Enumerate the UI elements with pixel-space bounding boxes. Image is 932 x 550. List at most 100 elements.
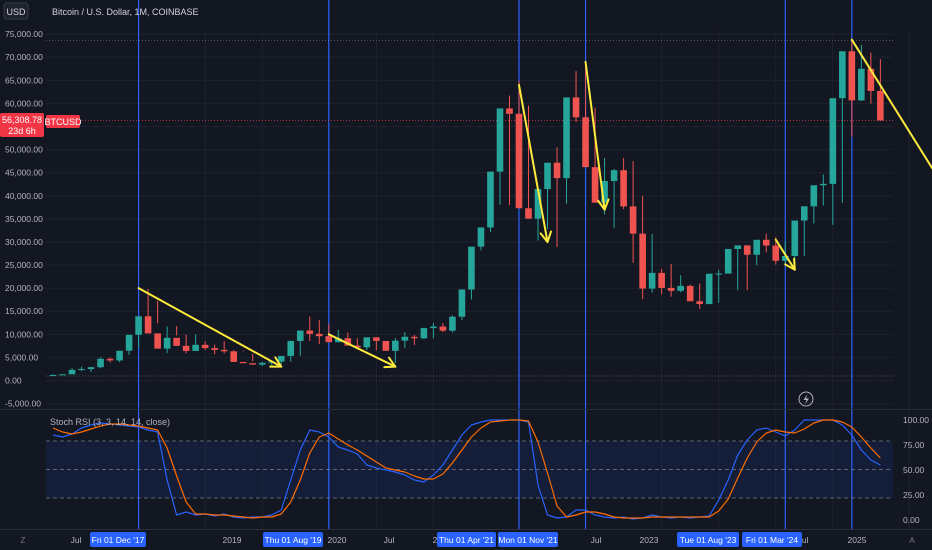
- candle-body[interactable]: [173, 337, 180, 346]
- candle-body[interactable]: [563, 97, 570, 179]
- candle-body[interactable]: [230, 351, 237, 362]
- candle-body[interactable]: [487, 171, 494, 228]
- candle-body[interactable]: [201, 344, 209, 349]
- candle-body[interactable]: [791, 220, 799, 256]
- candle-body[interactable]: [87, 367, 95, 370]
- candle-body[interactable]: [363, 337, 371, 348]
- candle-body[interactable]: [848, 51, 856, 101]
- candle-body[interactable]: [344, 338, 352, 346]
- candle-body[interactable]: [78, 369, 85, 371]
- candle-body[interactable]: [439, 326, 447, 331]
- candle-body[interactable]: [335, 338, 342, 343]
- candle-body[interactable]: [705, 273, 713, 305]
- candle-body[interactable]: [392, 340, 399, 351]
- candle-body[interactable]: [296, 330, 304, 341]
- candle-body[interactable]: [820, 183, 827, 186]
- candle-body[interactable]: [867, 68, 875, 91]
- candle-body[interactable]: [658, 272, 665, 288]
- candle-body[interactable]: [49, 374, 57, 376]
- stoch-rsi-lines[interactable]: [52, 419, 881, 520]
- currency-button[interactable]: [3, 2, 29, 20]
- trend-arrow-line[interactable]: [327, 333, 397, 368]
- candle-body[interactable]: [135, 316, 142, 335]
- candle-body[interactable]: [686, 285, 694, 302]
- candle-body[interactable]: [582, 117, 589, 168]
- candle-body[interactable]: [572, 97, 580, 118]
- trend-arrow-line[interactable]: [584, 60, 606, 211]
- stoch-rsi-axis[interactable]: 100.00 75.00 50.00 25.00 0.00: [903, 415, 929, 525]
- candle-body[interactable]: [829, 98, 837, 184]
- candle-body[interactable]: [154, 333, 161, 349]
- candle-body[interactable]: [810, 185, 818, 207]
- candle-body[interactable]: [800, 206, 808, 221]
- candle-body[interactable]: [610, 170, 618, 182]
- candle-body[interactable]: [525, 208, 532, 219]
- candle-body[interactable]: [373, 337, 380, 341]
- candle-body[interactable]: [68, 369, 76, 375]
- trend-arrow-line[interactable]: [850, 38, 932, 238]
- candle-body[interactable]: [858, 68, 865, 101]
- candle-body[interactable]: [458, 289, 466, 317]
- candle-body[interactable]: [182, 345, 190, 351]
- stoch-rsi-k-line[interactable]: [52, 419, 881, 520]
- candle-body[interactable]: [496, 108, 504, 172]
- trend-arrow-line[interactable]: [137, 287, 283, 368]
- price-axis[interactable]: 75,000.0070,000.0065,000.0060,000.0055,0…: [5, 29, 43, 408]
- candle-body[interactable]: [411, 336, 418, 339]
- candle-body[interactable]: [677, 285, 684, 291]
- trend-arrow-line[interactable]: [517, 83, 549, 243]
- candle-body[interactable]: [287, 340, 295, 356]
- candle-body[interactable]: [620, 170, 627, 207]
- candle-body[interactable]: [667, 287, 675, 291]
- candle-body[interactable]: [306, 330, 314, 334]
- candle-body[interactable]: [648, 272, 656, 289]
- candle-body[interactable]: [382, 340, 390, 351]
- candle-body[interactable]: [106, 358, 114, 361]
- time-axis[interactable]: Jul20192020JulJul2023JulJul20252Fri 01 D…: [71, 532, 867, 547]
- candle-body[interactable]: [781, 255, 789, 261]
- candle-body[interactable]: [449, 316, 456, 331]
- candle-body[interactable]: [258, 362, 266, 365]
- trend-arrow-line[interactable]: [774, 238, 796, 271]
- candle-body[interactable]: [420, 328, 428, 339]
- candle-body[interactable]: [601, 181, 608, 203]
- stoch-rsi-d-line[interactable]: [52, 419, 881, 519]
- candle-body[interactable]: [743, 245, 751, 255]
- candle-body[interactable]: [534, 189, 542, 219]
- candle-body[interactable]: [315, 333, 323, 337]
- candle-body[interactable]: [734, 245, 742, 249]
- candle-body[interactable]: [249, 363, 257, 365]
- candle-body[interactable]: [144, 316, 152, 334]
- candle-body[interactable]: [430, 326, 437, 329]
- candle-body[interactable]: [125, 334, 133, 351]
- candle-body[interactable]: [239, 361, 247, 364]
- candle-body[interactable]: [163, 337, 171, 349]
- candle-body[interactable]: [639, 233, 646, 289]
- candle-body[interactable]: [277, 355, 285, 362]
- candle-body[interactable]: [468, 246, 475, 290]
- candle-body[interactable]: [220, 349, 228, 352]
- candle-body[interactable]: [629, 206, 637, 234]
- candle-body[interactable]: [762, 239, 770, 246]
- candlestick-series[interactable]: [49, 39, 884, 376]
- candle-body[interactable]: [772, 245, 780, 261]
- candle-body[interactable]: [839, 51, 846, 99]
- candle-body[interactable]: [506, 108, 513, 114]
- candle-body[interactable]: [553, 162, 561, 179]
- candle-body[interactable]: [401, 336, 409, 341]
- candle-body[interactable]: [544, 162, 551, 190]
- candle-body[interactable]: [97, 358, 104, 368]
- candle-body[interactable]: [753, 239, 761, 255]
- candle-body[interactable]: [325, 336, 333, 343]
- candle-body[interactable]: [591, 167, 599, 203]
- candle-body[interactable]: [715, 273, 722, 275]
- candle-body[interactable]: [724, 248, 732, 274]
- candle-body[interactable]: [59, 374, 66, 376]
- lightning-icon[interactable]: [798, 391, 814, 407]
- trend-arrows[interactable]: [137, 38, 932, 369]
- candle-body[interactable]: [696, 301, 703, 305]
- candle-body[interactable]: [877, 90, 884, 121]
- candle-body[interactable]: [354, 345, 361, 348]
- candle-body[interactable]: [211, 348, 218, 350]
